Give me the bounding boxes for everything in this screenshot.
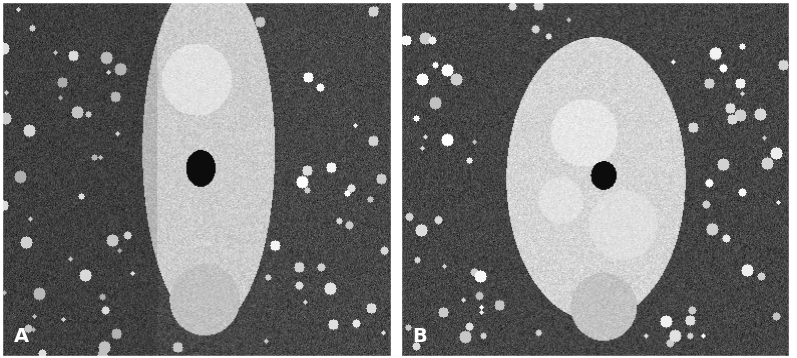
Text: B: B: [413, 326, 427, 345]
Text: A: A: [14, 326, 29, 345]
